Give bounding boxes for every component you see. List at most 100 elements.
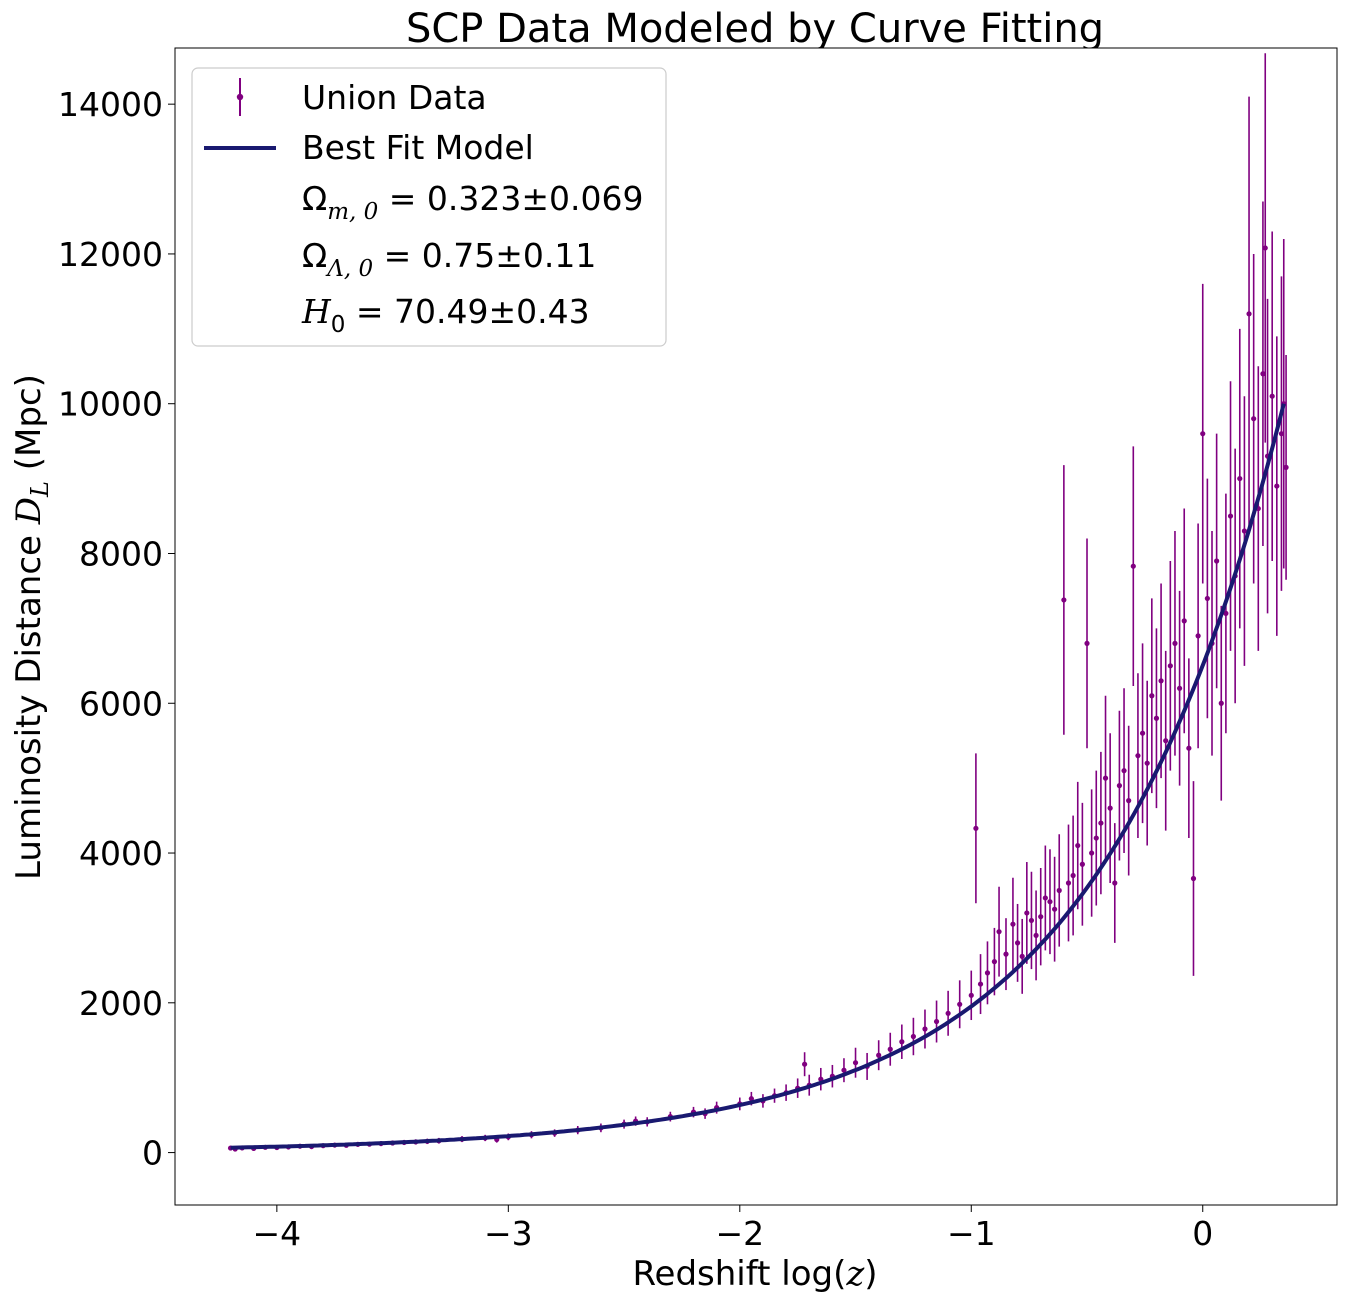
legend-best-fit: Best Fit Model: [302, 128, 534, 167]
x-tick-label: −1: [947, 1214, 996, 1253]
data-point: [1079, 861, 1085, 867]
data-point: [910, 1033, 917, 1040]
data-point: [1214, 558, 1220, 564]
data-point: [1237, 475, 1243, 482]
data-point: [1283, 464, 1289, 470]
data-point: [977, 981, 984, 987]
y-axis: 0 2000 4000 6000 8000 10000 12000 14000: [58, 85, 175, 1173]
x-tick-label: −2: [715, 1214, 764, 1253]
data-point: [1200, 431, 1206, 437]
data-point: [1098, 820, 1104, 826]
omega-m-sub: m, 0: [327, 199, 378, 225]
data-point: [1144, 760, 1150, 766]
data-point: [1075, 842, 1081, 849]
data-point: [1047, 899, 1053, 905]
data-point: [802, 1061, 808, 1067]
omega-lambda-symbol: Ω: [302, 236, 327, 275]
data-point: [1093, 835, 1099, 841]
data-point: [1158, 678, 1164, 684]
y-axis-label-text: Luminosity Distance: [9, 524, 49, 880]
data-point: [984, 970, 991, 976]
y-tick-label: 12000: [58, 235, 163, 274]
data-point: [1024, 910, 1030, 916]
x-axis-label-close: ): [864, 1254, 877, 1294]
data-point: [1204, 595, 1210, 602]
data-point: [1112, 880, 1118, 886]
data-point: [1014, 940, 1021, 946]
data-point: [1278, 431, 1285, 437]
data-point: [1102, 775, 1109, 781]
data-point: [1019, 953, 1025, 959]
data-point: [1052, 906, 1058, 912]
data-point: [1042, 895, 1048, 901]
data-point: [887, 1046, 893, 1052]
data-point: [1218, 700, 1224, 706]
data-point: [876, 1052, 882, 1058]
x-tick-label: −3: [484, 1214, 533, 1253]
x-tick-label: −4: [253, 1214, 302, 1253]
data-point: [1089, 850, 1095, 856]
omega-m-symbol: Ω: [302, 179, 327, 218]
y-tick-label: 10000: [58, 385, 163, 424]
data-point: [748, 1096, 754, 1102]
data-point: [933, 1018, 940, 1025]
data-point: [1121, 768, 1127, 774]
data-point: [1167, 663, 1173, 669]
legend: Union Data Best Fit Model Ωm, 0 = 0.323±…: [191, 67, 667, 347]
data-point: [1056, 887, 1062, 894]
y-axis-label-sub: L: [26, 481, 54, 498]
data-point: [1010, 921, 1016, 927]
y-axis-label-unit: (Mpc): [9, 374, 49, 481]
data-point: [1153, 715, 1160, 721]
data-point: [1028, 917, 1035, 924]
data-point: [1003, 951, 1009, 957]
data-point: [1176, 685, 1183, 691]
data-point: [1262, 245, 1268, 251]
data-point: [1260, 371, 1266, 377]
hubble-value: = 70.49±0.43: [345, 292, 589, 331]
data-point: [1065, 880, 1072, 886]
data-point: [852, 1060, 859, 1066]
data-point: [1070, 872, 1076, 879]
data-point: [968, 992, 974, 998]
x-tick-label: 0: [1192, 1214, 1213, 1253]
omega-m-value: = 0.323±0.069: [378, 179, 643, 218]
chart-title: SCP Data Modeled by Curve Fitting: [406, 6, 1104, 52]
data-point: [1274, 483, 1280, 489]
y-axis-label: Luminosity Distance DL (Mpc): [9, 374, 54, 880]
data-point: [1227, 513, 1234, 519]
y-tick-label: 0: [142, 1134, 163, 1173]
legend-union-data: Union Data: [302, 78, 487, 117]
data-point: [1251, 416, 1257, 422]
y-tick-label: 6000: [79, 684, 163, 723]
y-tick-label: 2000: [79, 984, 163, 1023]
data-point: [1126, 798, 1132, 804]
hubble-symbol: H: [301, 292, 332, 331]
data-point: [1195, 633, 1201, 639]
data-point: [1246, 311, 1252, 317]
x-axis-label-text: Redshift log(: [632, 1254, 846, 1294]
legend-box: [191, 67, 667, 347]
data-point: [1130, 563, 1136, 569]
data-point: [1172, 640, 1178, 646]
y-tick-label: 8000: [79, 534, 163, 573]
omega-lambda-value: = 0.75±0.11: [373, 236, 596, 275]
data-point: [945, 1010, 951, 1016]
x-axis-label: Redshift log(z): [632, 1254, 877, 1294]
fit-line-group: [230, 403, 1286, 1150]
data-point: [1107, 805, 1113, 811]
data-point: [1149, 693, 1155, 699]
data-point: [1084, 640, 1090, 646]
data-point: [957, 1001, 963, 1007]
data-point: [922, 1026, 928, 1032]
legend-omega-lambda: ΩΛ, 0 = 0.75±0.11: [302, 236, 596, 282]
best-fit-line: [230, 403, 1286, 1150]
data-point: [899, 1039, 905, 1045]
data-point: [1135, 753, 1141, 759]
data-point: [1033, 932, 1039, 939]
data-point: [1038, 914, 1044, 920]
data-point: [1223, 610, 1229, 616]
y-tick-label: 14000: [58, 85, 163, 124]
data-point: [973, 825, 979, 831]
